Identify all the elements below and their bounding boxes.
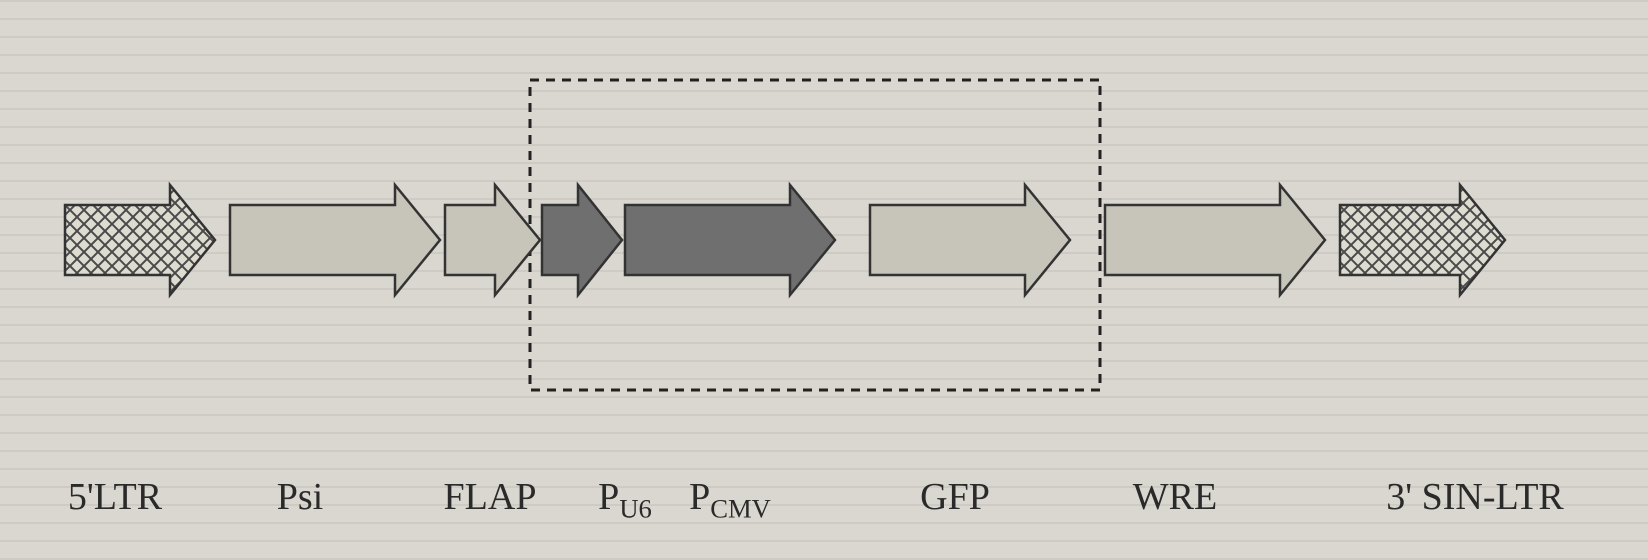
label-psi: Psi <box>277 475 323 519</box>
label-gfp: GFP <box>920 475 990 519</box>
label-wre: WRE <box>1133 475 1217 519</box>
label-ltr3: 3' SIN-LTR <box>1386 475 1564 519</box>
label-ltr5: 5'LTR <box>68 475 162 519</box>
label-pu6: PU6 <box>598 475 652 525</box>
label-pcmv: PCMV <box>689 475 771 525</box>
label-flap: FLAP <box>444 475 537 519</box>
